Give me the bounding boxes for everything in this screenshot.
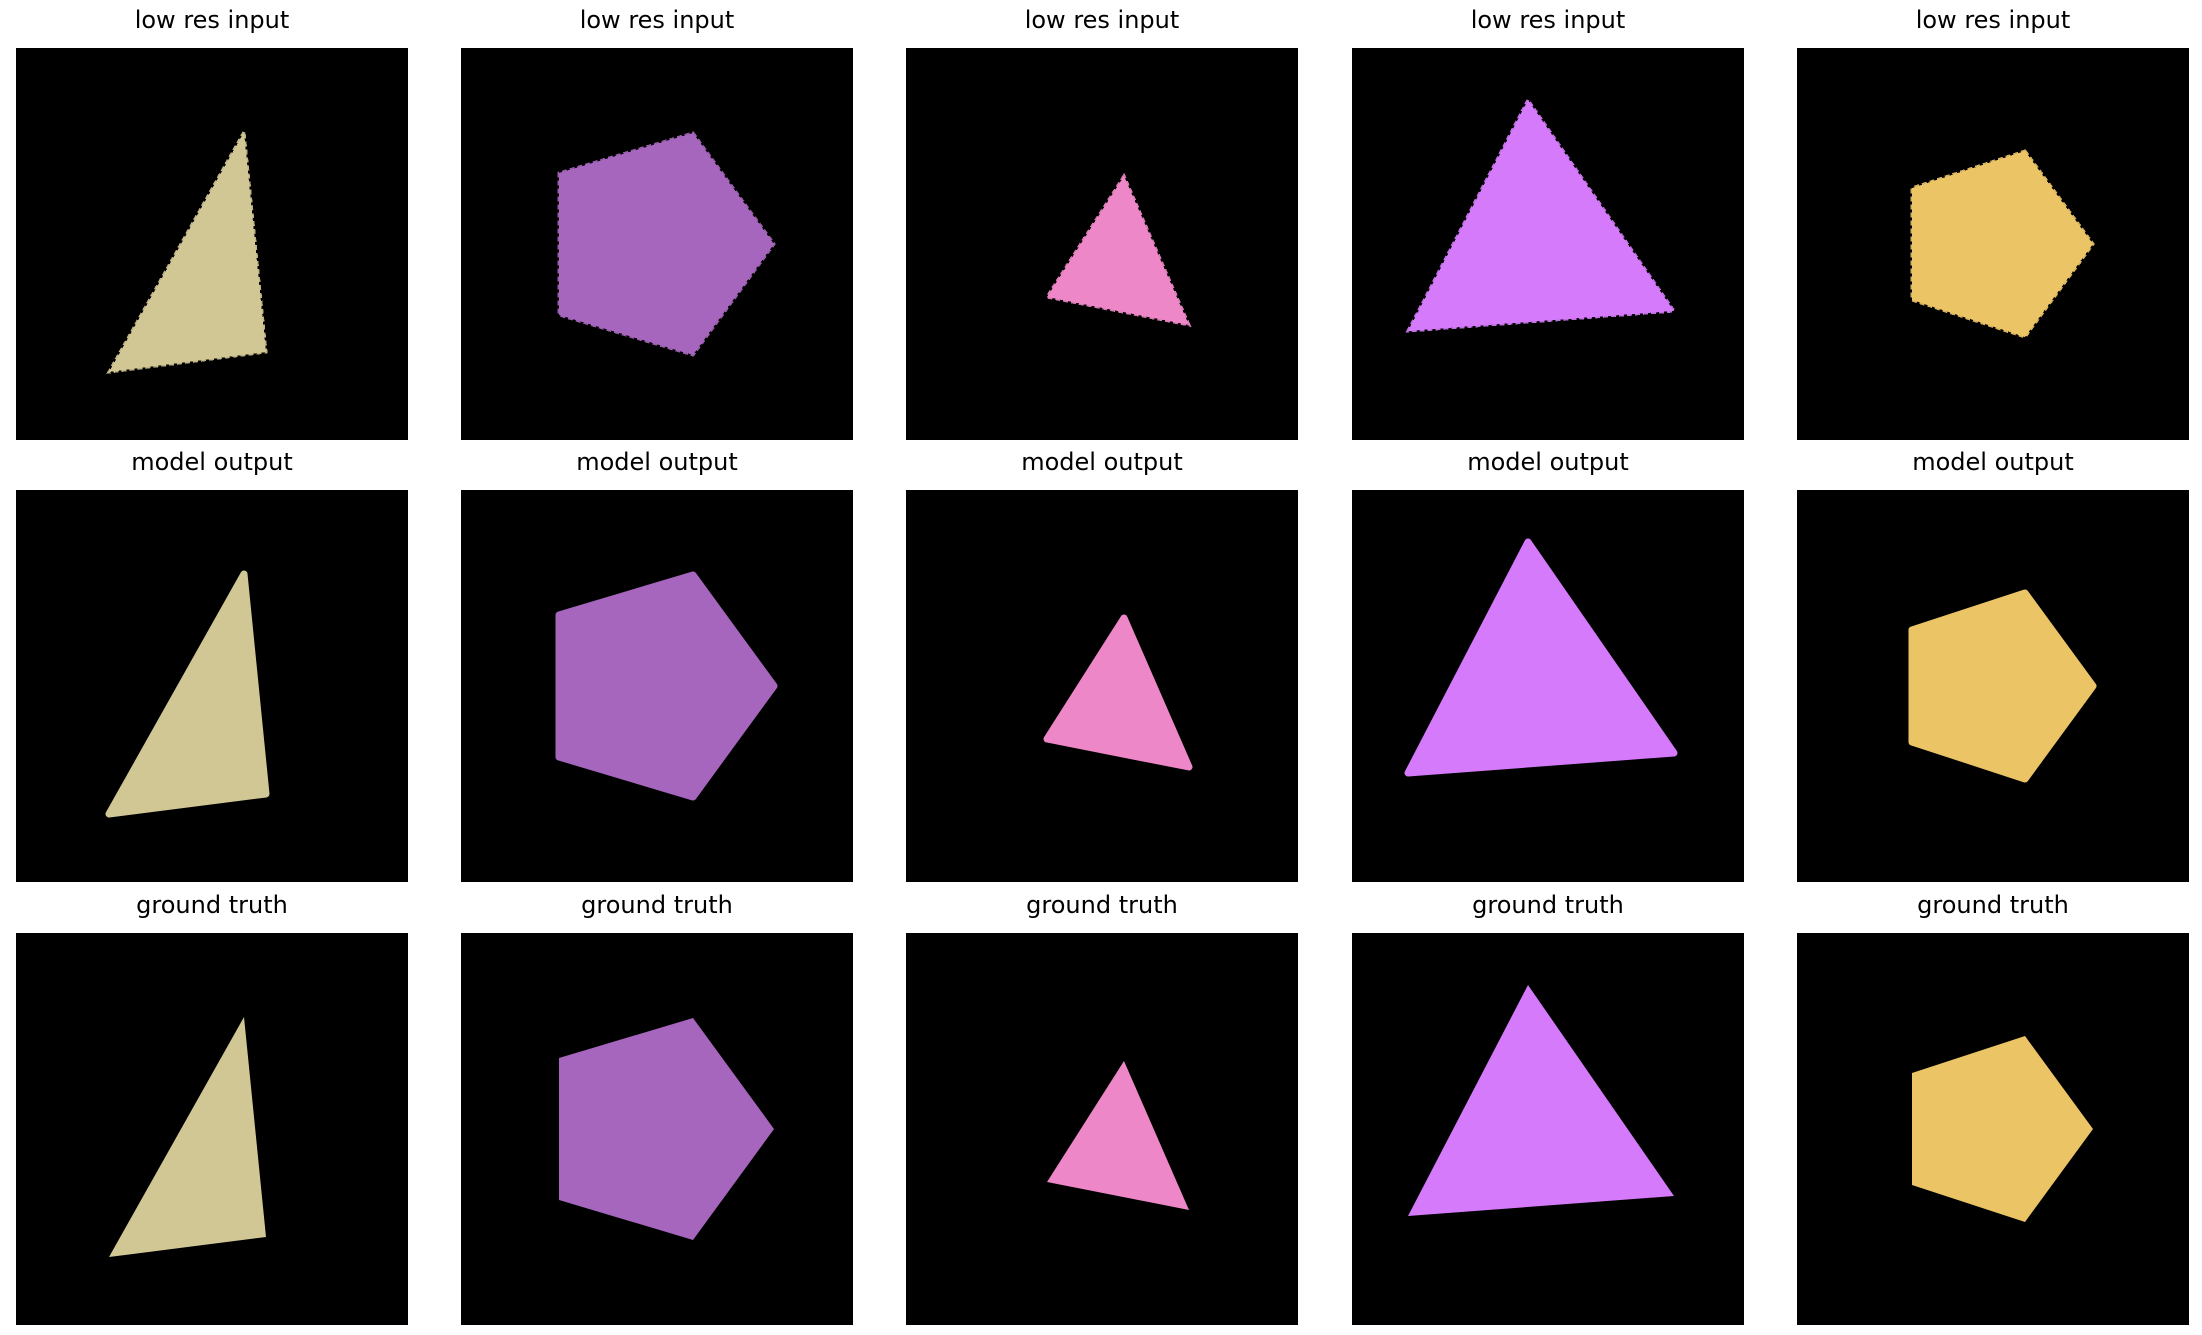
image-truth-2	[461, 933, 853, 1325]
shape-shape	[1910, 149, 2095, 339]
image-truth-1	[16, 933, 408, 1325]
shape-shape	[106, 127, 268, 374]
shape-triangle-3	[1408, 985, 1674, 1216]
image-truth-4	[1352, 933, 1744, 1325]
panel-title: model output	[1467, 448, 1629, 476]
image-output-4	[1352, 490, 1744, 882]
shape-triangle-1	[105, 570, 270, 818]
panel-title: ground truth	[581, 891, 733, 919]
shape-shape	[1404, 538, 1678, 777]
shape-pentagon-2	[1908, 589, 2097, 783]
shape-triangle-3	[1405, 97, 1677, 333]
panel-title: low res input	[1024, 6, 1180, 34]
image-lowres-5	[1797, 48, 2189, 440]
image-lowres-2	[461, 48, 853, 440]
shape-triangle-1	[106, 127, 268, 374]
shape-shape	[559, 1018, 774, 1240]
panel-title: ground truth	[1472, 891, 1624, 919]
image-output-2	[461, 490, 853, 882]
panel-title: low res input	[579, 6, 735, 34]
shape-shape	[1405, 97, 1677, 333]
shape-pentagon-1	[557, 131, 776, 357]
panel-title: ground truth	[1026, 891, 1178, 919]
panel-title: ground truth	[136, 891, 288, 919]
shape-pentagon-1	[555, 571, 778, 801]
panel-title: ground truth	[1917, 891, 2069, 919]
shape-pentagon-1	[559, 1018, 774, 1240]
panel-title: model output	[131, 448, 293, 476]
shape-shape	[1408, 985, 1674, 1216]
panel-title: low res input	[1915, 6, 2071, 34]
image-truth-3	[906, 933, 1298, 1325]
panel-title: model output	[1912, 448, 2074, 476]
shape-triangle-2	[1043, 614, 1193, 771]
image-lowres-4	[1352, 48, 1744, 440]
shape-triangle-2	[1044, 172, 1192, 328]
shape-pentagon-2	[1912, 1036, 2093, 1222]
image-output-5	[1797, 490, 2189, 882]
shape-shape	[557, 131, 776, 357]
shape-shape	[555, 571, 778, 801]
panel-title: model output	[1021, 448, 1183, 476]
shape-shape	[1044, 172, 1192, 328]
image-output-3	[906, 490, 1298, 882]
shape-shape	[105, 570, 270, 818]
shape-shape	[1912, 1036, 2093, 1222]
shape-triangle-3	[1404, 538, 1678, 777]
shape-shape	[1047, 1061, 1189, 1210]
shape-triangle-1	[109, 1017, 266, 1257]
image-lowres-3	[906, 48, 1298, 440]
image-lowres-1	[16, 48, 408, 440]
panel-title: model output	[576, 448, 738, 476]
shape-shape	[1908, 589, 2097, 783]
panel-title: low res input	[134, 6, 290, 34]
panel-title: low res input	[1470, 6, 1626, 34]
shape-shape	[1043, 614, 1193, 771]
image-output-1	[16, 490, 408, 882]
shape-shape	[109, 1017, 266, 1257]
shape-triangle-2	[1047, 1061, 1189, 1210]
shape-pentagon-2	[1910, 149, 2095, 339]
image-truth-5	[1797, 933, 2189, 1325]
